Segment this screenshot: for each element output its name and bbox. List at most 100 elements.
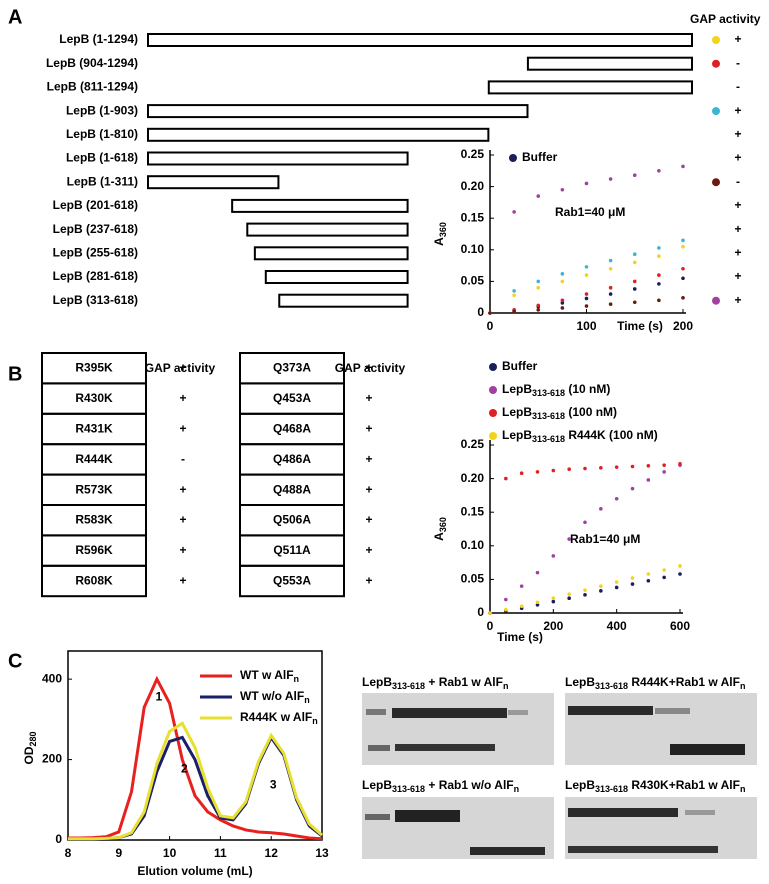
legend-label: WT w/o AlFn (240, 689, 310, 705)
text-part: n (304, 695, 310, 705)
text-part: n (312, 716, 318, 726)
band (392, 708, 507, 718)
mutant: R596K (75, 543, 113, 557)
data-point (535, 570, 540, 575)
activity: + (365, 452, 372, 466)
text-part: LepB (502, 405, 532, 419)
data-point (560, 272, 565, 276)
activity: + (734, 222, 741, 236)
data-point (608, 266, 613, 271)
data-point (657, 246, 661, 250)
y-tick-label: 0.05 (461, 572, 485, 586)
construct-label: LepB (237-618) (53, 222, 138, 236)
construct-bar (253, 246, 409, 261)
activity: + (365, 421, 372, 435)
text-part: 313-618 (595, 784, 628, 794)
activity: + (365, 573, 372, 587)
text-part: R444K+Rab1 w AlF (628, 675, 740, 689)
band (395, 744, 495, 751)
construct-label: LepB (1-311) (67, 174, 138, 188)
text-part: n (740, 681, 746, 691)
data-point (567, 467, 571, 471)
data-point (662, 568, 666, 572)
data-point (551, 596, 556, 601)
band (365, 814, 390, 820)
data-point (608, 302, 613, 306)
data-point (630, 464, 635, 469)
data-point (567, 592, 571, 596)
x-tick-label: 200 (543, 619, 563, 633)
legend-label: Buffer (502, 359, 538, 373)
construct-label: LepB (313-618) (53, 293, 138, 307)
legend-label: Buffer (522, 150, 558, 164)
mutant: Q453A (273, 391, 311, 405)
text-part: n (514, 784, 520, 794)
data-point (512, 210, 516, 214)
data-point (599, 507, 603, 511)
y-axis-label: A360 (432, 517, 448, 541)
construct-bar (147, 175, 280, 190)
data-point (608, 292, 613, 296)
activity-dot (712, 36, 720, 44)
construct-label: LepB (904-1294) (46, 56, 138, 70)
data-point (504, 476, 508, 481)
y-tick-label: 0.15 (461, 210, 485, 224)
column-header: GAP activity (690, 12, 761, 26)
data-point (536, 308, 541, 312)
y-tick-label: 400 (42, 671, 62, 685)
text-part: LepB (565, 675, 595, 689)
data-point (657, 254, 661, 258)
activity: + (179, 482, 186, 496)
text-part: LepB (565, 778, 595, 792)
text-part: WT w/o AlF (240, 689, 304, 703)
activity: + (365, 543, 372, 557)
y-tick-label: 0.05 (461, 274, 485, 288)
text-part: 360 (438, 517, 448, 532)
x-tick-label: 100 (576, 319, 596, 333)
data-point (662, 575, 666, 580)
activity: + (734, 127, 741, 141)
data-point (681, 238, 685, 243)
text-part: LepB (362, 675, 392, 689)
data-point (512, 293, 516, 298)
data-point (567, 537, 571, 541)
activity: - (736, 80, 740, 94)
data-point (583, 520, 587, 525)
data-point (599, 584, 603, 588)
data-point (560, 306, 565, 310)
peak-label: 1 (156, 689, 163, 703)
data-point (560, 279, 565, 284)
data-point (614, 585, 619, 590)
construct-bar (147, 33, 693, 47)
x-tick-label: 9 (115, 846, 122, 860)
y-tick-label: 0 (55, 832, 62, 846)
data-point (560, 187, 565, 192)
activity: + (734, 32, 741, 46)
x-tick-label: 13 (315, 846, 329, 860)
activity: + (179, 391, 186, 405)
activity-dot (712, 107, 720, 116)
construct-bar (147, 151, 409, 166)
activity: + (734, 198, 741, 212)
activity: + (734, 269, 741, 283)
text-part: LepB (502, 428, 532, 442)
text-part: 313-618 (532, 411, 565, 421)
x-axis-label: Elution volume (mL) (137, 864, 252, 878)
construct-bar (246, 222, 409, 237)
text-part: A (432, 532, 446, 541)
data-point (583, 588, 587, 592)
data-point (608, 285, 613, 290)
activity: - (181, 452, 185, 466)
data-point (681, 244, 685, 249)
construct-label: LepB (1-1294) (59, 32, 138, 46)
data-point (551, 599, 556, 604)
column-header: GAP activity (145, 361, 216, 375)
peak-label: 2 (181, 762, 188, 776)
text-part: 313-618 (532, 388, 565, 398)
legend-label: LepB313-618 (100 nM) (502, 405, 617, 421)
x-tick-label: 400 (607, 619, 627, 633)
annotation: Rab1=40 μM (570, 532, 640, 546)
activity: + (179, 421, 186, 435)
data-point (657, 282, 661, 286)
